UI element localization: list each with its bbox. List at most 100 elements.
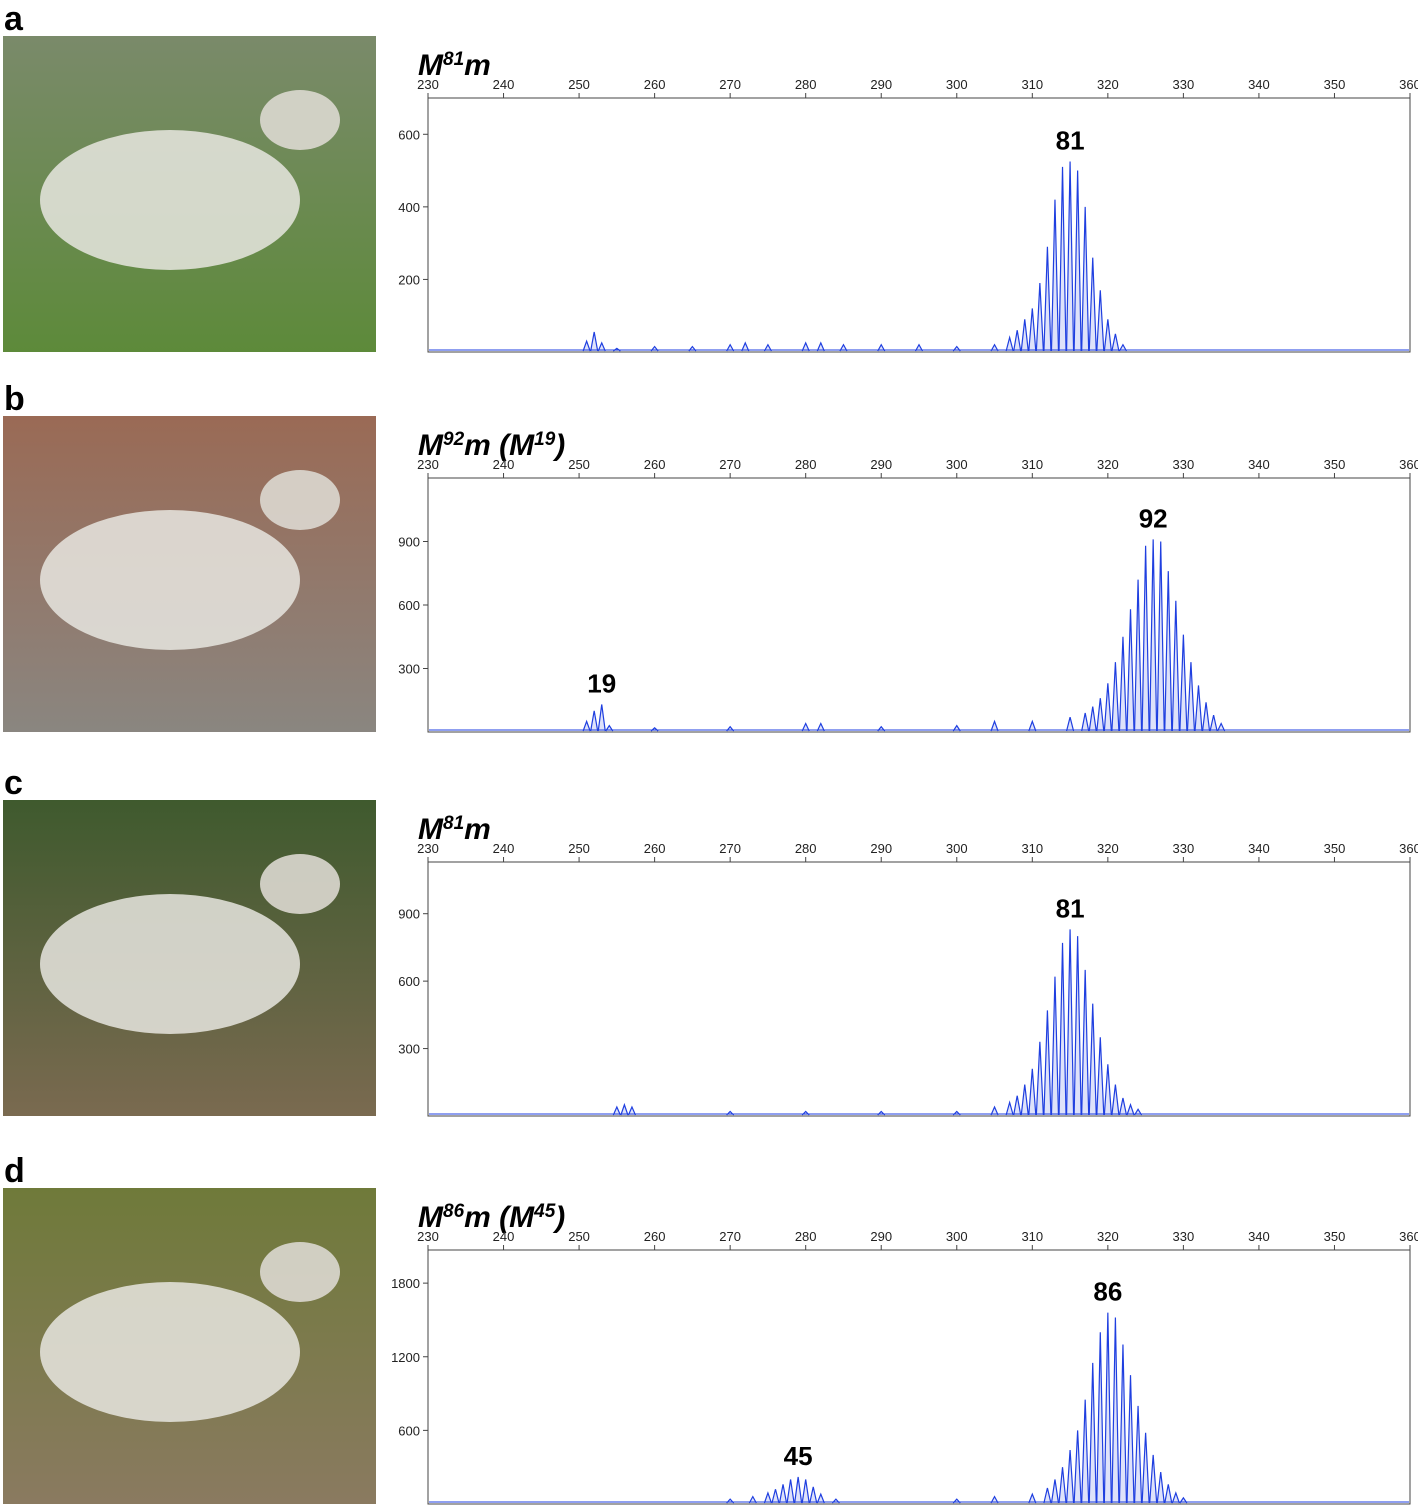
peak <box>1171 600 1180 732</box>
peak <box>1050 1479 1060 1504</box>
peak <box>1126 1102 1135 1116</box>
peak <box>1179 1496 1188 1504</box>
peak <box>1043 246 1052 352</box>
peak <box>1141 1432 1150 1504</box>
peak <box>1118 636 1128 732</box>
peak-label: 81 <box>1056 893 1085 923</box>
panel-letter: a <box>4 0 24 38</box>
title-part: M <box>418 429 444 462</box>
x-tick-label: 280 <box>795 841 817 856</box>
y-tick-label: 300 <box>398 662 420 677</box>
peak <box>1065 929 1075 1116</box>
peak <box>590 331 599 352</box>
x-tick-label: 360 <box>1399 77 1418 92</box>
peak <box>748 1495 757 1504</box>
x-tick-label: 350 <box>1324 1229 1346 1244</box>
x-tick-label: 340 <box>1248 457 1270 472</box>
photo-dog-head <box>260 90 340 150</box>
x-tick-label: 240 <box>493 77 515 92</box>
peak-label: 45 <box>784 1441 813 1471</box>
peak-label: 86 <box>1093 1277 1122 1307</box>
x-tick-label: 270 <box>719 457 741 472</box>
peak <box>877 725 886 732</box>
photo-dog <box>40 510 300 650</box>
peak <box>1164 571 1173 732</box>
x-tick-label: 260 <box>644 841 666 856</box>
peak <box>763 1491 772 1504</box>
plot-frame <box>427 97 1411 353</box>
x-tick-label: 260 <box>644 77 666 92</box>
x-tick-label: 240 <box>493 1229 515 1244</box>
peak <box>1179 634 1188 732</box>
x-tick-label: 320 <box>1097 841 1119 856</box>
peak-label: 92 <box>1139 503 1168 533</box>
peak <box>590 710 599 732</box>
x-tick-label: 360 <box>1399 1229 1418 1244</box>
x-tick-label: 350 <box>1324 77 1346 92</box>
peak <box>1028 1492 1037 1504</box>
peak <box>816 341 825 352</box>
x-tick-label: 230 <box>417 841 439 856</box>
title-part: m <box>464 49 491 82</box>
panel-letter: d <box>4 1152 25 1190</box>
peak <box>1118 343 1127 352</box>
peak <box>726 343 735 352</box>
peak <box>952 1110 961 1116</box>
title-part: 86 <box>443 1201 465 1222</box>
title-part: M <box>418 813 444 846</box>
peak <box>1088 1362 1097 1504</box>
plot-frame <box>427 861 1411 1117</box>
peak <box>1096 698 1105 732</box>
y-tick-label: 900 <box>398 907 420 922</box>
x-tick-label: 330 <box>1173 841 1195 856</box>
peak <box>1201 702 1211 732</box>
peak <box>1005 335 1014 352</box>
x-tick-label: 340 <box>1248 77 1270 92</box>
peak <box>1043 1010 1052 1116</box>
x-tick-label: 310 <box>1021 1229 1043 1244</box>
photo-dog <box>40 1282 300 1422</box>
peak <box>1073 936 1082 1116</box>
title-part: ) <box>552 1201 565 1234</box>
peak <box>763 343 772 352</box>
peak <box>990 1105 999 1116</box>
peak <box>612 1105 621 1116</box>
peak <box>1043 1487 1052 1504</box>
peak <box>620 1102 629 1116</box>
peak-label: 19 <box>587 668 616 698</box>
x-tick-label: 290 <box>870 1229 892 1244</box>
title-part: M <box>418 1201 444 1234</box>
x-tick-label: 290 <box>870 77 892 92</box>
peak <box>1065 1449 1075 1504</box>
peak <box>1050 976 1060 1116</box>
x-tick-label: 300 <box>946 841 968 856</box>
peak <box>1081 712 1090 732</box>
x-tick-label: 340 <box>1248 841 1270 856</box>
peak <box>1118 1344 1128 1504</box>
x-tick-label: 290 <box>870 841 892 856</box>
peak <box>1111 662 1120 732</box>
x-tick-label: 330 <box>1173 457 1195 472</box>
x-tick-label: 320 <box>1097 1229 1119 1244</box>
photo-dog <box>40 894 300 1034</box>
peak <box>1103 319 1112 352</box>
peak <box>1133 1405 1143 1504</box>
x-tick-label: 300 <box>946 457 968 472</box>
y-tick-label: 400 <box>398 200 420 215</box>
peak <box>990 343 999 352</box>
plot-frame <box>427 1249 1411 1505</box>
title-part: m (M <box>464 1201 535 1234</box>
title-part: 81 <box>443 49 464 70</box>
peak <box>1103 1064 1112 1116</box>
peak <box>778 1484 788 1504</box>
peak <box>1186 662 1196 732</box>
y-tick-label: 1800 <box>391 1276 420 1291</box>
x-tick-label: 270 <box>719 1229 741 1244</box>
peak <box>1171 1491 1180 1504</box>
peak <box>1081 1399 1090 1504</box>
peak <box>877 343 886 352</box>
peak <box>1028 308 1037 352</box>
title-part: 81 <box>443 813 464 834</box>
peak <box>1149 1454 1158 1504</box>
